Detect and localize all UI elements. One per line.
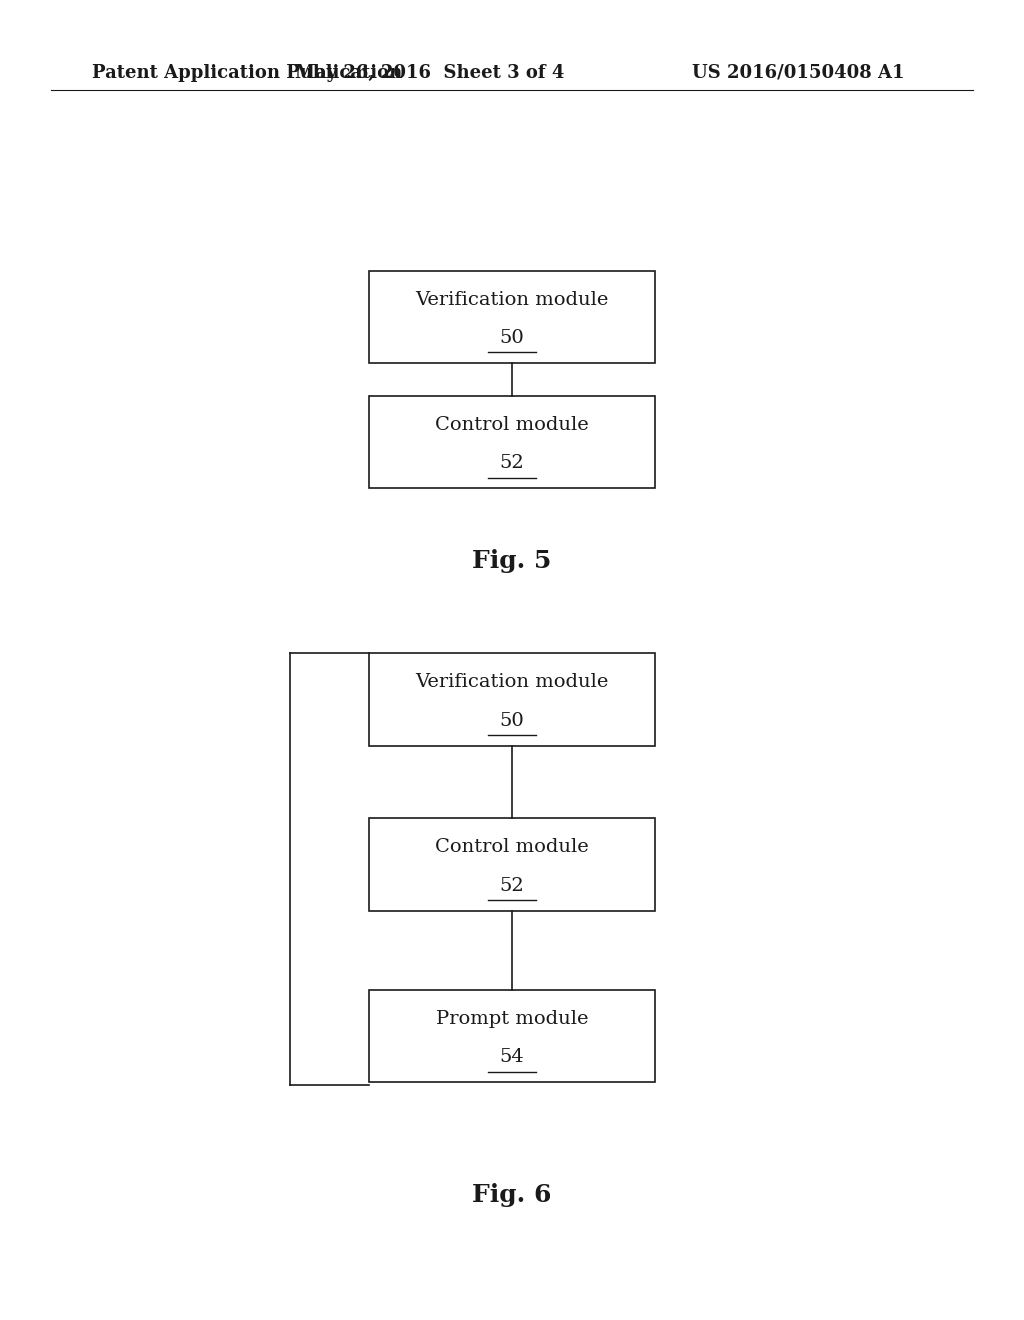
FancyBboxPatch shape [369,818,655,911]
Text: Verification module: Verification module [416,673,608,692]
Text: Patent Application Publication: Patent Application Publication [92,63,402,82]
FancyBboxPatch shape [369,396,655,488]
FancyBboxPatch shape [369,653,655,746]
Text: Control module: Control module [435,416,589,434]
FancyBboxPatch shape [369,271,655,363]
Text: Verification module: Verification module [416,290,608,309]
Text: Fig. 5: Fig. 5 [472,549,552,573]
Text: 52: 52 [500,454,524,473]
Text: US 2016/0150408 A1: US 2016/0150408 A1 [692,63,905,82]
Text: Fig. 6: Fig. 6 [472,1183,552,1206]
Text: 54: 54 [500,1048,524,1067]
Text: 50: 50 [500,711,524,730]
FancyBboxPatch shape [369,990,655,1082]
Text: 50: 50 [500,329,524,347]
Text: Control module: Control module [435,838,589,857]
Text: May 26, 2016  Sheet 3 of 4: May 26, 2016 Sheet 3 of 4 [295,63,565,82]
Text: 52: 52 [500,876,524,895]
Text: Prompt module: Prompt module [436,1010,588,1028]
